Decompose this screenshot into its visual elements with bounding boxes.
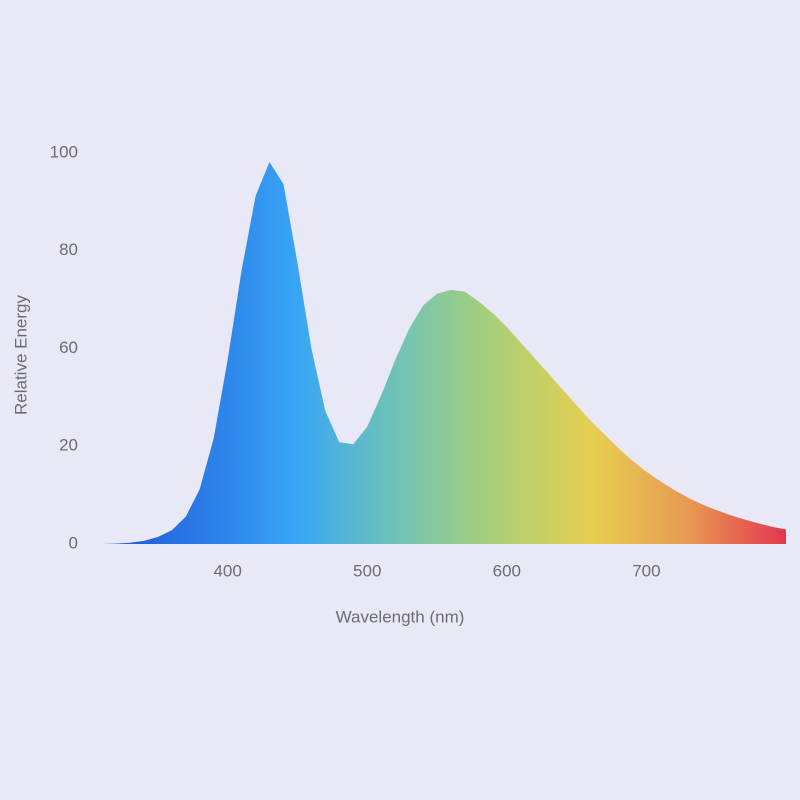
x-tick-label: 500	[353, 561, 381, 580]
y-tick-label: 20	[59, 436, 78, 455]
y-tick-label: 100	[50, 142, 78, 161]
y-tick-label: 60	[59, 338, 78, 357]
x-tick-label: 700	[632, 561, 660, 580]
y-tick-label: 80	[59, 240, 78, 259]
y-tick-label: 0	[69, 533, 78, 552]
x-axis-label: Wavelength (nm)	[336, 607, 465, 626]
x-tick-label: 400	[213, 561, 241, 580]
x-tick-label: 600	[493, 561, 521, 580]
spectrum-area	[102, 162, 786, 544]
y-axis-label: Relative Energy	[11, 295, 30, 416]
